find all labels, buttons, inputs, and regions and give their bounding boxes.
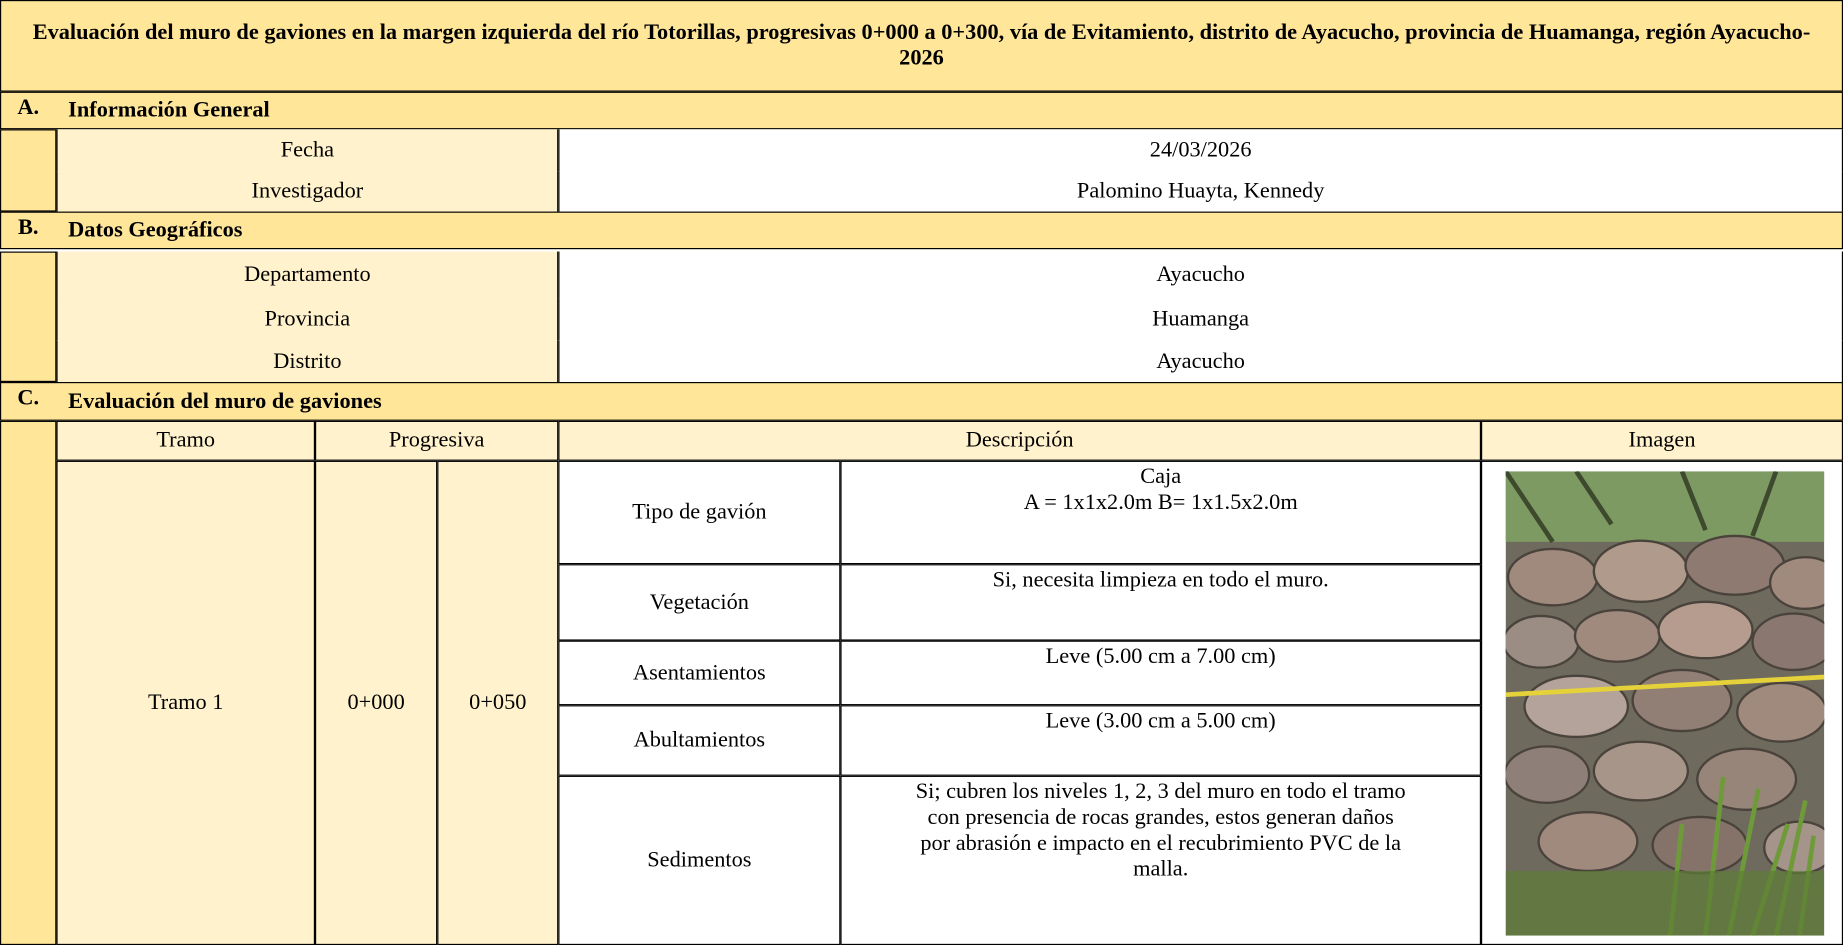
item-description: Leve (5.00 cm a 7.00 cm) <box>840 640 1482 706</box>
tramo: Tramo 1 <box>56 460 316 945</box>
left-strip <box>0 129 57 212</box>
progresiva-start: 0+000 <box>315 460 438 945</box>
section-title: Datos Geográficos <box>68 217 243 243</box>
item-description: Caja A = 1x1x2.0m B= 1x1.5x2.0m <box>840 460 1482 565</box>
section-header <box>0 382 1843 421</box>
description-line: Caja <box>1140 464 1182 489</box>
item-label: Asentamientos <box>558 640 841 706</box>
section-letter: B. <box>17 215 39 240</box>
field-label: Departamento <box>56 251 559 299</box>
description-line: Leve (5.00 cm a 7.00 cm) <box>1045 644 1276 669</box>
left-strip <box>0 420 57 945</box>
description-line: Leve (3.00 cm a 5.00 cm) <box>1045 708 1276 734</box>
progresiva-end: 0+050 <box>437 460 559 945</box>
section-title: Evaluación del muro de gaviones <box>68 388 382 414</box>
left-strip <box>0 251 57 383</box>
item-label: Sedimentos <box>558 775 841 945</box>
field-value: Huamanga <box>558 298 1843 341</box>
item-label: Vegetación <box>558 564 841 641</box>
section-header <box>0 211 1843 250</box>
column-header: Imagen <box>1481 420 1843 461</box>
field-label: Fecha <box>56 129 559 172</box>
section-letter: A. <box>17 95 40 120</box>
field-label: Distrito <box>56 340 559 383</box>
field-value: Palomino Huayta, Kennedy <box>558 171 1843 212</box>
section-letter: C. <box>17 385 40 411</box>
field-label: Investigador <box>56 171 559 212</box>
item-description: Si; cubren los niveles 1, 2, 3 del muro … <box>840 775 1482 945</box>
item-label: Tipo de gavión <box>558 460 841 565</box>
field-value: 24/03/2026 <box>558 129 1843 172</box>
description-line: A = 1x1x2.0m B= 1x1.5x2.0m <box>1023 490 1298 515</box>
gabion-photo <box>1505 471 1825 936</box>
section-header <box>0 91 1843 130</box>
field-label: Provincia <box>56 298 559 341</box>
field-value: Ayacucho <box>558 251 1843 299</box>
item-label: Abultamientos <box>558 705 841 776</box>
item-description: Si, necesita limpieza en todo el muro. <box>840 564 1482 641</box>
column-header: Tramo <box>56 420 316 461</box>
field-value: Ayacucho <box>558 340 1843 383</box>
column-header: Progresiva <box>315 420 559 461</box>
title: Evaluación del muro de gaviones en la ma… <box>0 0 1843 92</box>
item-description: Leve (3.00 cm a 5.00 cm) <box>840 705 1482 776</box>
column-header: Descripción <box>558 420 1482 461</box>
image-cell <box>1481 460 1843 945</box>
section-title: Información General <box>68 97 270 123</box>
description-line: Si, necesita limpieza en todo el muro. <box>992 567 1329 593</box>
description-line: Si; cubren los niveles 1, 2, 3 del muro … <box>915 779 1406 882</box>
